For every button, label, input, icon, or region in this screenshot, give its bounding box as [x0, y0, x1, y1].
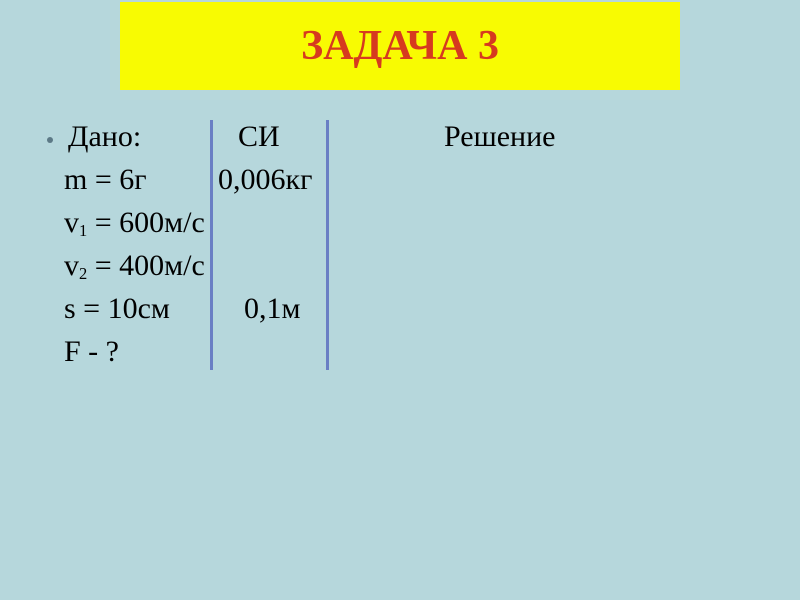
label-dano: Дано: — [68, 120, 141, 154]
v1-post: = 600м/с — [87, 206, 205, 239]
v2-pre: v — [64, 249, 79, 282]
v1-sub: 1 — [79, 221, 87, 240]
v2-post: = 400м/с — [87, 249, 205, 282]
physics-problem-slide: ЗАДАЧА 3 Дано: СИ Решение m = 6г 0,006кг… — [0, 0, 800, 600]
v2-sub: 2 — [79, 264, 87, 283]
v1-pre: v — [64, 206, 79, 239]
label-solution: Решение — [444, 120, 555, 154]
si-mass: 0,006кг — [218, 163, 312, 197]
si-s: 0,1м — [244, 292, 300, 326]
divider-2 — [326, 120, 329, 370]
label-si: СИ — [238, 120, 280, 154]
row-mass: m = 6г — [64, 163, 147, 197]
title-band: ЗАДАЧА 3 — [120, 2, 680, 90]
row-s: s = 10см — [64, 292, 170, 326]
divider-1 — [210, 120, 213, 370]
bullet-icon — [47, 137, 53, 143]
row-v2: v2 = 400м/с — [64, 249, 205, 283]
slide-title: ЗАДАЧА 3 — [301, 22, 499, 70]
row-v1: v1 = 600м/с — [64, 206, 205, 240]
row-f: F - ? — [64, 335, 119, 369]
